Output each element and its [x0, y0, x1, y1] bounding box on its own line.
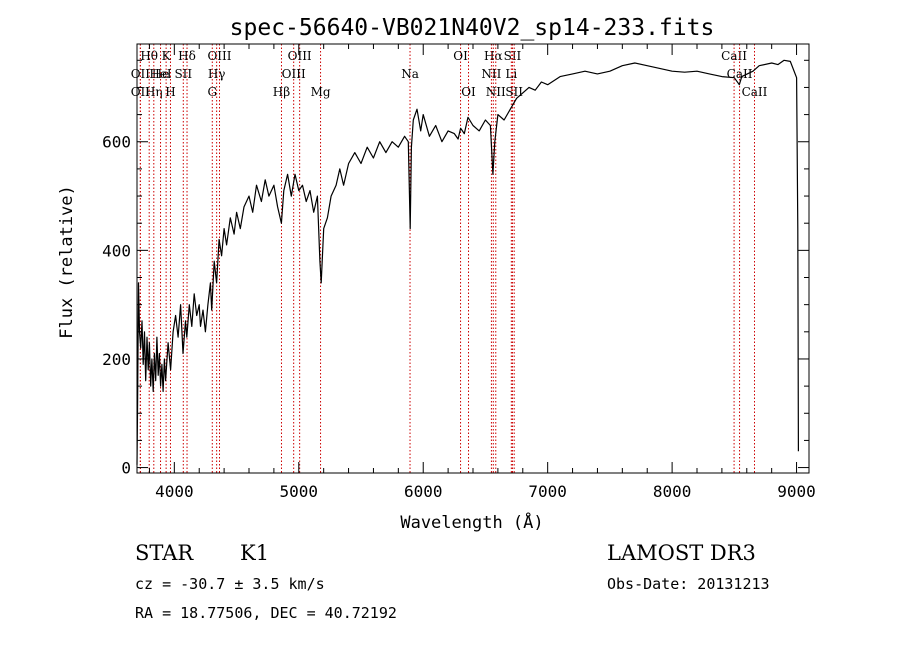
y-tick-label: 400 — [102, 241, 131, 260]
line-marker-label: Hγ — [208, 67, 226, 81]
line-marker-label: G — [207, 85, 217, 99]
object-subclass: K1 — [240, 541, 270, 565]
line-marker-label: OII — [131, 85, 151, 99]
line-marker-label: Hθ — [140, 49, 158, 63]
line-marker-label: SII — [174, 67, 192, 81]
line-marker-label: OIII — [288, 49, 312, 63]
line-marker-label: HeI — [149, 67, 172, 81]
line-marker-label: K — [162, 49, 172, 63]
line-marker-label: OIII — [207, 49, 231, 63]
line-marker-label: Na — [401, 67, 419, 81]
x-tick-label: 4000 — [155, 482, 194, 501]
flux-series — [136, 59, 799, 465]
coordinates: RA = 18.77506, DEC = 40.72192 — [135, 604, 397, 622]
x-tick-label: 7000 — [528, 482, 567, 501]
line-marker-label: He — [152, 67, 170, 81]
line-marker-label: SII — [504, 49, 522, 63]
line-marker-label: OII — [131, 67, 151, 81]
line-marker-label: Hα — [484, 49, 503, 63]
line-marker-label: Li — [505, 67, 517, 81]
line-marker-label: CaII — [727, 67, 753, 81]
x-tick-label: 9000 — [777, 482, 816, 501]
axes: 4000 5000 6000 7000 8000 9000 0 200 400 600 — [102, 43, 816, 501]
line-marker-label: CaII — [742, 85, 768, 99]
y-tick-label: 0 — [121, 459, 131, 478]
x-axis-label: Wavelength (Å) — [400, 511, 543, 533]
line-marker-label: OIII — [282, 67, 306, 81]
x-tick-label: 8000 — [653, 482, 692, 501]
x-tick-label: 6000 — [404, 482, 443, 501]
line-marker-label: OI — [453, 49, 468, 63]
y-tick-label: 200 — [102, 350, 131, 369]
survey-name: LAMOST DR3 — [607, 541, 756, 565]
object-class: STAR — [135, 541, 194, 565]
plot-frame — [136, 43, 810, 474]
line-marker-label: Hδ — [178, 49, 196, 63]
line-marker-label: CaII — [721, 49, 747, 63]
chart-title: spec-56640-VB021N40V2_sp14-233.fits — [230, 15, 715, 41]
redshift-readout: cz = -30.7 ± 3.5 km/s — [135, 575, 325, 593]
line-marker-label: NII — [481, 67, 501, 81]
line-marker-label: SII — [505, 85, 523, 99]
line-marker-label: OI — [461, 85, 476, 99]
x-tick-label: 5000 — [280, 482, 319, 501]
y-tick-label: 600 — [102, 133, 131, 152]
obs-date: Obs-Date: 20131213 — [607, 575, 770, 593]
line-marker-label: Hβ — [273, 85, 290, 99]
line-marker-label: Mg — [311, 85, 331, 99]
y-axis-label: Flux (relative) — [57, 185, 77, 339]
line-marker-label: Hη — [145, 85, 163, 99]
line-marker-label: H — [165, 85, 175, 99]
flux-line — [136, 59, 799, 465]
line-marker-label: NII — [486, 85, 506, 99]
